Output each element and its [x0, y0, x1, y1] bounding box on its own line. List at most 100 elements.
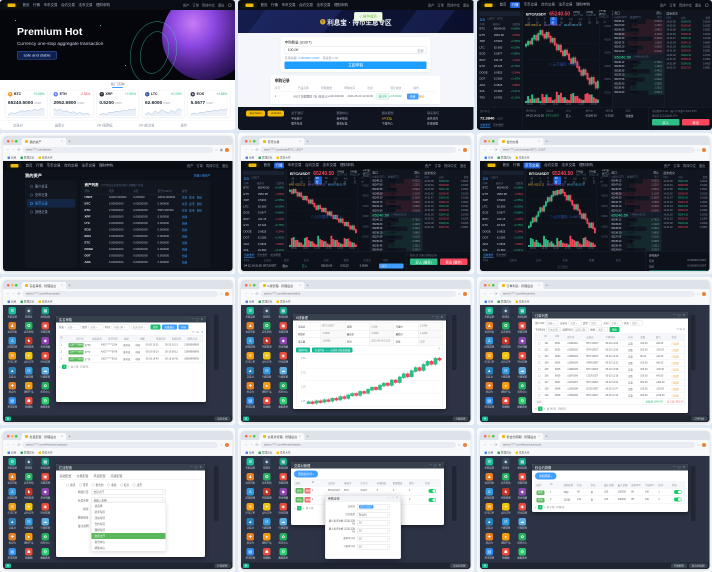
zoom-window-button[interactable] — [253, 140, 256, 143]
desktop-app-icon[interactable]: ♙ 提现管理 — [484, 337, 494, 349]
ask-row[interactable]: 65242.10 0.6618 0.6618 — [610, 204, 661, 210]
desktop-app-icon[interactable]: ● 理财产品 — [500, 533, 511, 545]
pair-name[interactable]: BTC/USDT — [525, 12, 546, 17]
desktop-app-icon[interactable]: ☗ 轮播图 — [25, 397, 33, 409]
nav-right-item[interactable]: 资产 — [659, 4, 666, 8]
nav-right-item[interactable]: 订单 — [668, 4, 676, 8]
forward-button[interactable]: → — [250, 443, 254, 447]
forward-button[interactable]: → — [12, 148, 16, 152]
timeframe-item[interactable]: 1周 — [595, 17, 599, 25]
withdraw-link[interactable]: 提币 — [189, 203, 195, 207]
bookmark-item[interactable]: 管理后台 — [496, 300, 511, 304]
timeframe-item[interactable]: 分时 — [527, 18, 530, 25]
side-panel-handle[interactable] — [213, 466, 219, 521]
bid-row[interactable]: 65240.12 0.7521 0.7521 — [372, 218, 423, 223]
nav-right-item[interactable]: 退出 — [463, 4, 470, 8]
ask-row[interactable]: 65248.12 0.5231 0.5231 — [372, 179, 423, 184]
modal-input[interactable]: 10 — [357, 528, 391, 534]
desktop-app-icon[interactable]: ▦ 角色权限 — [278, 307, 289, 319]
address-bar[interactable]: www.****.com/contract/BTC_USDT — [499, 146, 695, 153]
address-bar[interactable]: admin.****.com/#/contract/cycle — [499, 441, 695, 448]
back-button[interactable]: ← — [483, 292, 487, 296]
nav-right-item[interactable]: 简体中文 — [201, 4, 215, 8]
coin-row[interactable]: ETC 18.324 +0.75% — [479, 65, 520, 69]
row-checkbox[interactable] — [537, 374, 541, 377]
ask-row[interactable]: 65243.75 1.5520 1.5520 — [372, 200, 423, 205]
desktop-app-icon[interactable]: ✚ 秒合约 — [246, 382, 255, 394]
start-button[interactable]: ⊞ — [243, 563, 250, 568]
footer-link[interactable]: 费率标准 — [336, 122, 348, 126]
desktop-app-icon[interactable]: ▦ 角色权限 — [278, 458, 289, 470]
bookmark-star-icon[interactable]: ☆ — [458, 148, 462, 152]
start-button[interactable]: ⊞ — [5, 563, 11, 568]
desktop-app-icon[interactable]: ☰ 币币订单 — [484, 352, 494, 364]
sell-button[interactable]: 卖出 (做空) — [440, 258, 468, 265]
desktop-app-icon[interactable]: ◉ 持仓管理 — [40, 352, 51, 364]
chart-settings-icon[interactable]: ⛶ ⚙ — [603, 17, 606, 25]
timeframe-item[interactable]: 4小时 — [344, 177, 349, 185]
nav-item[interactable]: 合约交易 — [543, 163, 558, 167]
next-page[interactable]: » — [543, 407, 545, 411]
bookmark-item[interactable]: 应用 — [484, 156, 493, 160]
minimize-icon[interactable]: ─ — [191, 317, 194, 321]
close-tab-icon[interactable]: × — [61, 140, 63, 143]
filter-select[interactable]: 请输入 — [544, 320, 558, 326]
browser-tab[interactable]: 我的资产 × — [21, 138, 67, 145]
back-button[interactable]: ← — [244, 148, 249, 152]
row-checkbox[interactable] — [537, 341, 541, 345]
desktop-app-icon[interactable]: ♞ 代理管理 — [23, 337, 34, 349]
profile-avatar[interactable] — [224, 291, 229, 296]
row-checkbox[interactable] — [537, 361, 541, 364]
bookmark-item[interactable]: 管理后台 — [258, 300, 273, 304]
row-checkbox[interactable] — [537, 367, 541, 371]
desktop-app-icon[interactable]: ☰ 币币订单 — [7, 503, 18, 515]
profile-avatar[interactable] — [463, 442, 468, 447]
transfer-link[interactable]: 划转 — [181, 228, 188, 232]
footer-link[interactable]: 新手指南 — [336, 117, 348, 121]
footer-link[interactable]: API文档 — [382, 117, 393, 121]
close-window-button[interactable] — [245, 140, 248, 143]
nav-item[interactable]: 理财申购 — [334, 3, 349, 8]
type-select[interactable]: 全部 — [88, 324, 104, 330]
bid-row[interactable]: 65238.95 0.4412 0.4412 — [372, 226, 423, 231]
nav-item[interactable]: 法币交易 — [81, 164, 96, 168]
new-tab-button[interactable]: + — [306, 139, 310, 144]
zoom-window-button[interactable] — [15, 435, 18, 438]
taskbar-item[interactable]: 交易对管理 — [450, 563, 469, 568]
tab-fav[interactable]: 自选 — [479, 18, 485, 22]
desktop-app-icon[interactable]: ▲ 交易对 — [8, 367, 16, 379]
taskbar-item[interactable]: K线管理 — [453, 416, 469, 421]
app-download-button[interactable]: Android — [268, 110, 285, 117]
tab-fav[interactable]: 自选 — [243, 177, 250, 181]
timeframe-item[interactable]: 1天 — [587, 17, 591, 25]
browser-tab[interactable]: 秒合约周期 - 管理后台 × — [498, 433, 544, 440]
timeframe-item[interactable]: 30分 — [559, 17, 563, 25]
reload-button[interactable]: ⟳ — [17, 148, 21, 152]
minimize-icon[interactable]: ─ — [190, 465, 193, 469]
bookmark-item[interactable]: 交易大厅 — [276, 451, 291, 455]
coin-row[interactable]: EOS 5.0677 +4.88% — [479, 52, 520, 56]
desktop-app-icon[interactable]: ♻ 数据备份 — [517, 397, 527, 409]
desktop-app-icon[interactable]: ☁ 行情配置 — [40, 367, 51, 379]
transfer-link[interactable]: 划转 — [181, 216, 188, 220]
nav-item[interactable]: 币币交易 — [287, 163, 302, 167]
bid-row[interactable]: 65237.66 0.6120 0.6120 — [613, 77, 664, 82]
timeframe-item[interactable]: 15分 — [549, 17, 557, 25]
footer-link[interactable]: 在线客服 — [427, 122, 439, 126]
desktop-app-icon[interactable]: ✿ 风控中心 — [517, 533, 527, 545]
desktop-app-icon[interactable]: ◆ 资金明细 — [278, 337, 289, 349]
back-button[interactable]: ← — [483, 443, 487, 447]
nav-item[interactable]: 理财申购 — [578, 163, 593, 167]
ask-row[interactable]: 65243.75 1.5520 1.5520 — [610, 200, 661, 205]
desktop-app-icon[interactable]: ✦ 合约订单 — [23, 503, 34, 515]
menu-item[interactable]: 账户总览 — [27, 182, 75, 191]
bid-row[interactable]: 65238.95 0.4412 0.4412 — [610, 226, 661, 231]
desktop-app-icon[interactable]: ▤ 资讯管理 — [484, 397, 494, 409]
desktop-app-icon[interactable]: ✿ 风控中心 — [40, 382, 51, 394]
username-button[interactable]: 138****8888 — [68, 343, 84, 348]
dropdown-option[interactable]: 理财专区 — [94, 529, 106, 532]
desktop-app-icon[interactable]: ☷ K线管理 — [262, 367, 272, 379]
desktop-app-icon[interactable]: ☰ 币币订单 — [484, 503, 494, 515]
nav-item[interactable]: 法币交易 — [561, 163, 576, 167]
desktop-app-icon[interactable]: ▲ 交易对 — [485, 518, 493, 530]
